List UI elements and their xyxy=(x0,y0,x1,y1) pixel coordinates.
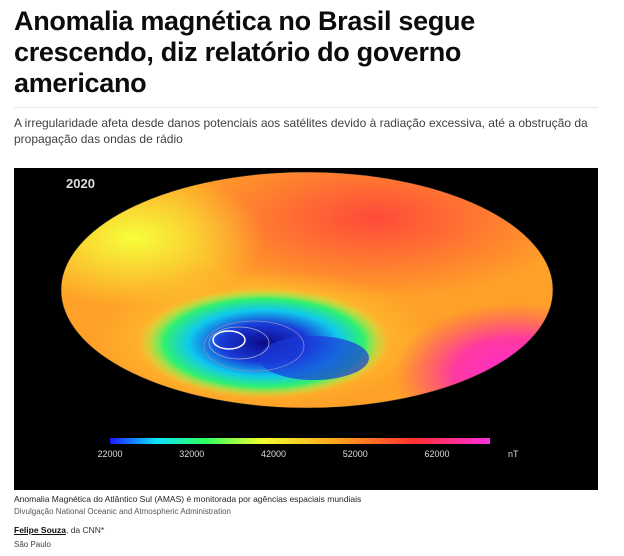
colorbar-tick-label: 42000 xyxy=(261,449,286,459)
byline: Felipe Souza, da CNN* xyxy=(14,525,104,535)
map-year: 2020 xyxy=(66,176,95,191)
subtitle: A irregularidade afeta desde danos poten… xyxy=(14,116,588,146)
colorbar-tick-label: 22000 xyxy=(97,449,122,459)
image-credit: Divulgação National Oceanic and Atmosphe… xyxy=(14,507,232,516)
divider xyxy=(14,107,598,108)
colorbar-tick-label: 32000 xyxy=(179,449,204,459)
outlet: , da CNN* xyxy=(65,525,105,535)
colorbar-unit: nT xyxy=(508,449,519,459)
author-link[interactable]: Felipe Souza xyxy=(14,525,66,535)
map-image: 2020 22000 32000 42000 52000 62000 nT xyxy=(14,168,598,490)
colorbar-tick-label: 62000 xyxy=(424,449,449,459)
colorbar-tick-label: 52000 xyxy=(343,449,368,459)
headline: Anomalia magnética no Brasil segue cresc… xyxy=(14,6,475,98)
colorbar xyxy=(110,438,490,444)
caption: Anomalia Magnética do Atlântico Sul (AMA… xyxy=(14,494,362,504)
location: São Paulo xyxy=(14,540,51,549)
